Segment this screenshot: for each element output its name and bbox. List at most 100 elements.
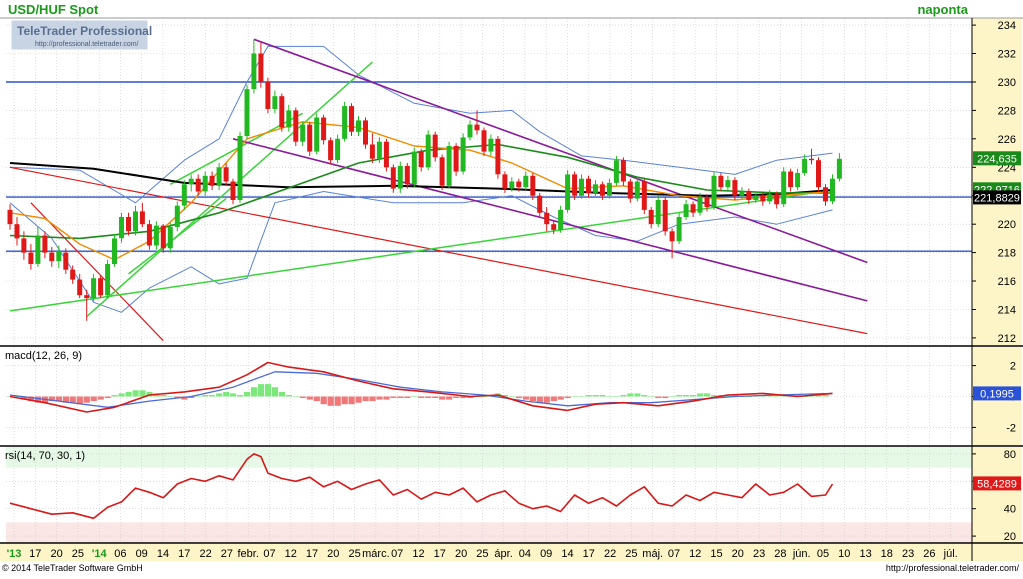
time-label: 12 — [689, 548, 701, 560]
macd-histogram-bar — [174, 396, 181, 398]
macd-histogram-bar — [690, 395, 697, 397]
macd-histogram-bar — [704, 393, 711, 397]
macd-histogram-bar — [230, 393, 237, 397]
candle-down — [139, 211, 145, 225]
time-label: 07 — [668, 548, 680, 560]
tick-label: 230 — [998, 77, 1016, 89]
candle-down — [21, 238, 27, 253]
candle-down — [390, 167, 396, 189]
candle-down — [49, 252, 55, 262]
candle-down — [572, 174, 578, 196]
candle-up — [397, 165, 403, 189]
macd-histogram-bar — [125, 391, 132, 397]
macd-histogram-bar — [655, 396, 662, 398]
time-label: márc. — [362, 548, 390, 560]
macd-panel[interactable]: 20-2 0,1995 macd(12, 26, 9) — [5, 347, 1022, 446]
macd-histogram-bar — [34, 396, 42, 403]
macd-histogram-bar — [808, 396, 815, 397]
candle-down — [432, 134, 438, 158]
candle-down — [760, 195, 766, 202]
value-label: 58,4289 — [977, 478, 1017, 490]
channel-line — [253, 38, 868, 264]
macd-histogram-bar — [676, 395, 683, 397]
candle-up — [300, 124, 306, 142]
candle-up — [272, 96, 278, 109]
macd-histogram-bar — [501, 395, 509, 397]
tick-label: 220 — [998, 219, 1016, 231]
candle-down — [718, 175, 724, 188]
macd-histogram-bar — [320, 396, 327, 405]
time-label: 07 — [391, 548, 403, 560]
macd-histogram-bar — [48, 396, 55, 402]
macd-histogram-bar — [111, 395, 118, 397]
candle-up — [676, 217, 682, 242]
candle-up — [725, 180, 731, 188]
macd-histogram-bar — [773, 395, 780, 397]
time-label: jún. — [792, 548, 811, 560]
candle-up — [836, 158, 842, 179]
candle-up — [335, 138, 341, 161]
value-box-green — [973, 151, 1021, 166]
tick-label: 228 — [998, 105, 1016, 117]
macd-histogram-bar — [202, 395, 209, 397]
value-label: 221,8829 — [974, 192, 1020, 204]
candle-down — [453, 146, 459, 172]
macd-histogram-bar — [390, 396, 397, 398]
candle-up — [781, 171, 787, 205]
tick-label: 216 — [998, 276, 1016, 288]
candle-up — [488, 138, 494, 152]
candle-down — [551, 224, 557, 230]
price-panel[interactable]: 212214216218220222224226228230232234 224… — [0, 0, 1023, 345]
tick-label: 40 — [1004, 504, 1016, 516]
candle-up — [244, 89, 250, 136]
candle-down — [77, 279, 83, 296]
macd-histogram-bar — [557, 396, 564, 400]
rsi-oversold-zone — [6, 522, 972, 543]
candle-down — [209, 175, 215, 186]
value-box-black — [973, 190, 1021, 205]
candle-down — [641, 181, 647, 210]
macd-histogram-bar — [313, 396, 320, 402]
channel-line — [232, 138, 868, 302]
candle-down — [809, 158, 814, 161]
rsi-panel[interactable]: 80604020 58,4289 rsi(14, 70, 30, 1) — [5, 447, 1022, 543]
candle-up — [91, 278, 97, 299]
candle-down — [774, 194, 780, 205]
macd-histogram-bar — [522, 396, 529, 400]
macd-histogram-bar — [627, 393, 634, 397]
candle-up — [425, 134, 431, 168]
candle-down — [369, 144, 375, 159]
time-label: '13 — [7, 548, 22, 560]
time-label: 20 — [732, 548, 744, 560]
candle-up — [181, 184, 187, 206]
macd-histogram-bar — [536, 396, 543, 403]
macd-histogram-bar — [285, 395, 292, 397]
candle-down — [265, 82, 271, 109]
candle-down — [70, 269, 76, 280]
time-label: 28 — [774, 548, 786, 560]
period-label[interactable]: naponta — [917, 2, 968, 17]
rsi-zones — [6, 447, 972, 543]
candle-up — [683, 204, 689, 217]
footer-copyright: © 2014 TeleTrader Software GmbH — [2, 563, 143, 573]
footer-url[interactable]: http://professional.teletrader.com/ — [886, 563, 1020, 573]
bollinger-lower — [9, 191, 833, 313]
macd-histogram-bar — [69, 396, 76, 403]
macd-histogram-bar — [571, 396, 578, 397]
candle-up — [565, 174, 571, 210]
macd-lines — [9, 361, 833, 413]
rsi-axis — [972, 447, 1022, 543]
tick-label: 80 — [1004, 449, 1016, 461]
macd-histogram-bar — [271, 387, 279, 397]
time-label: júl. — [943, 548, 958, 560]
candle-up — [216, 167, 222, 186]
candle-down — [530, 175, 536, 196]
candle-down — [349, 106, 354, 132]
time-label: 17 — [29, 548, 41, 560]
candle-down — [279, 96, 285, 128]
macd-histogram-bar — [278, 391, 285, 397]
time-label: '14 — [92, 548, 108, 560]
candle-down — [321, 117, 327, 141]
tick-label: 212 — [998, 333, 1016, 345]
